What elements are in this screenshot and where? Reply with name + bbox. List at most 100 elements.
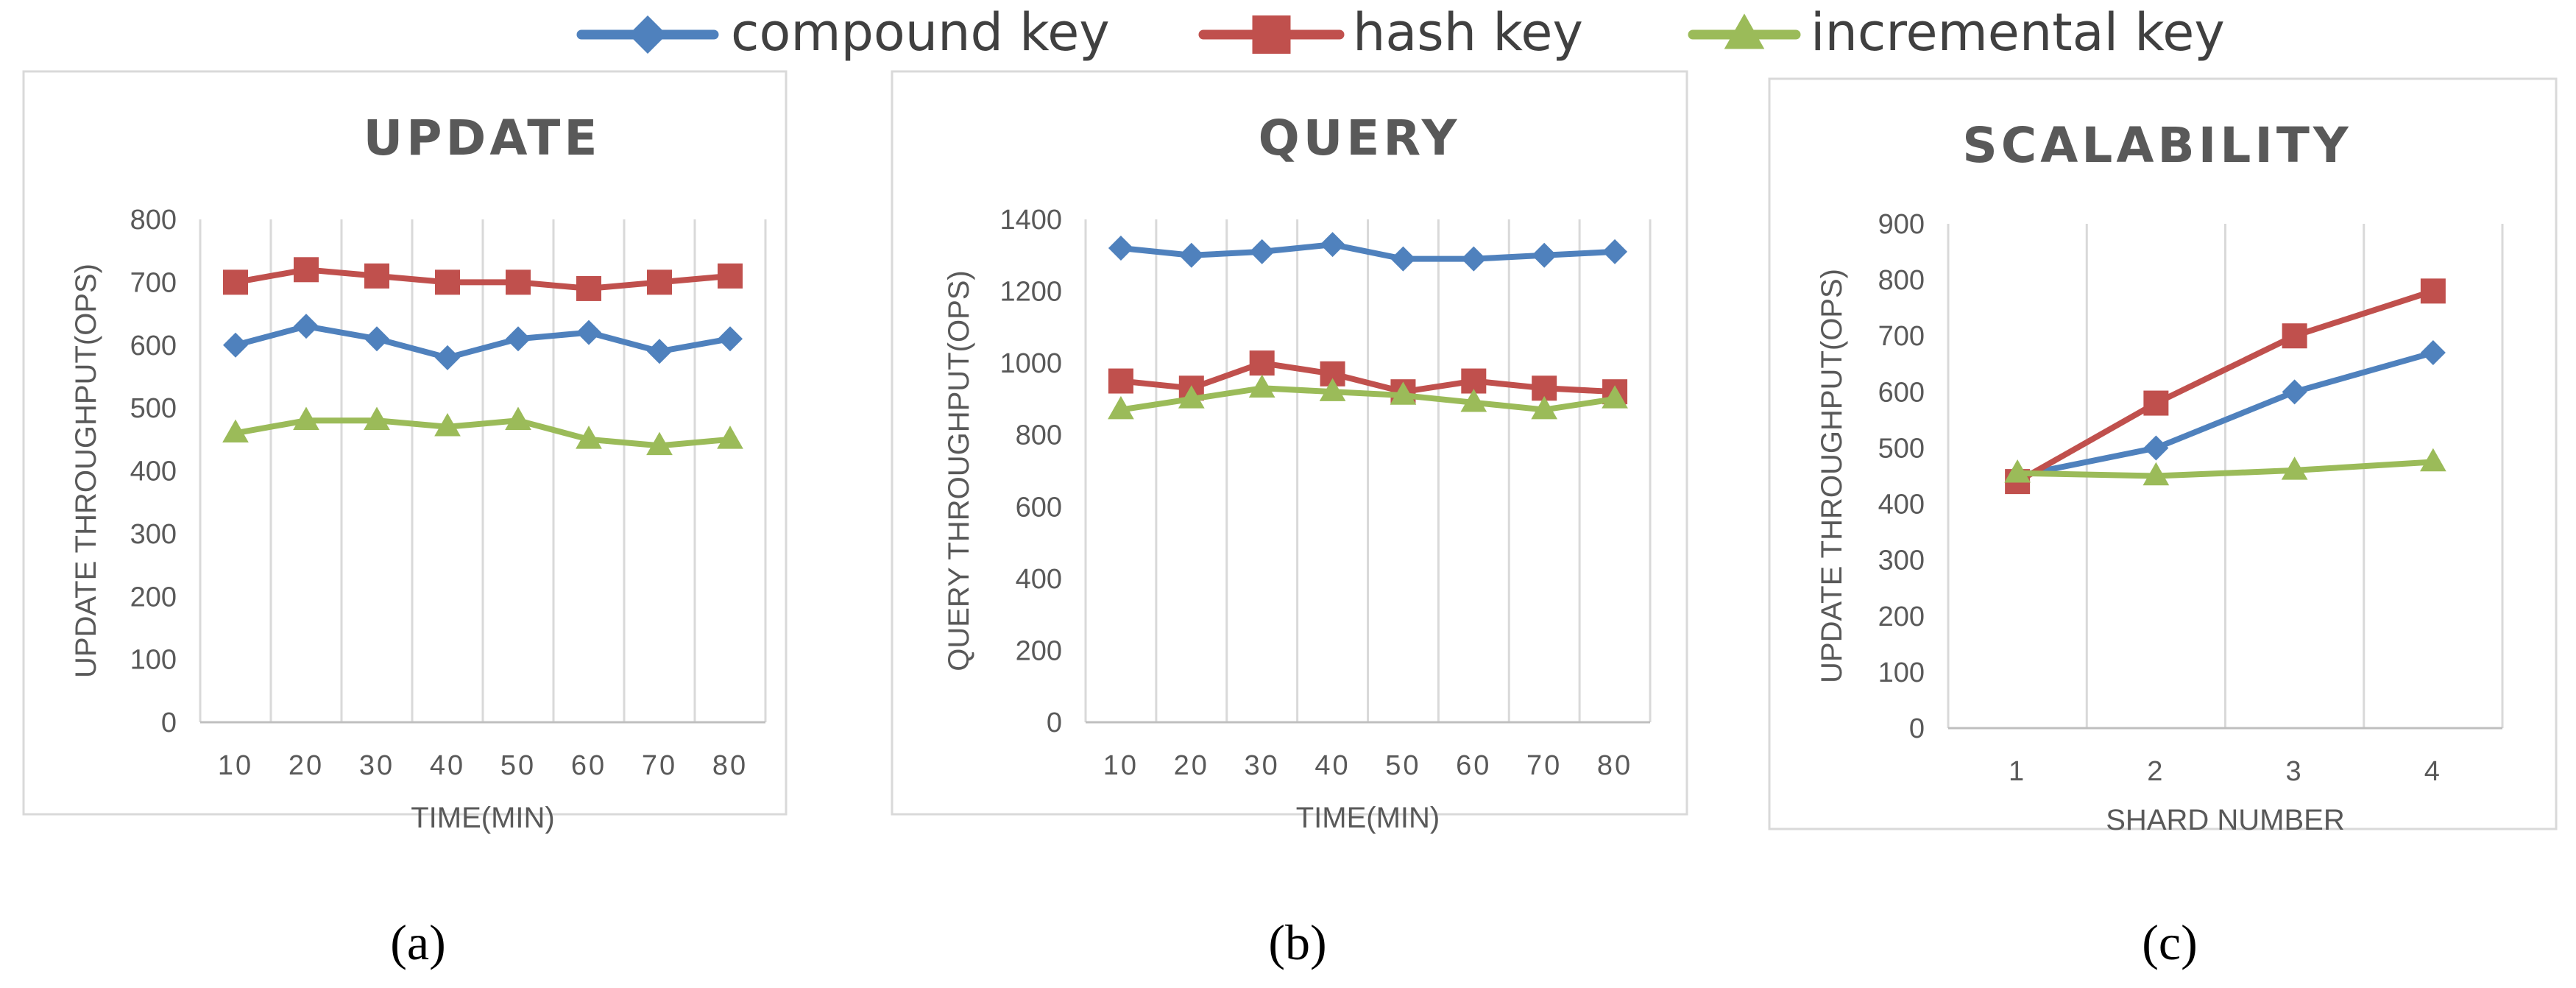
series-compound-key <box>1108 232 1628 272</box>
data-point <box>364 326 389 352</box>
y-tick-label: 100 <box>130 645 177 676</box>
series-line <box>235 417 731 449</box>
y-tick-label: 500 <box>1878 433 1925 464</box>
series-line <box>2016 288 2435 484</box>
y-tick-label: 400 <box>1878 490 1925 521</box>
legend-marker-diamond <box>629 15 667 54</box>
x-tick-label: 2 <box>2147 756 2165 787</box>
data-point <box>647 339 672 364</box>
y-tick-label: 600 <box>130 331 177 361</box>
data-point <box>293 406 319 430</box>
legend-item: compound key <box>576 2 1110 63</box>
legend-marker-square <box>1252 15 1291 54</box>
chart-frame <box>1768 77 2558 830</box>
chart-title: QUERY <box>1259 110 1461 166</box>
x-tick-label: 1 <box>2009 756 2026 787</box>
data-point <box>2281 456 2308 480</box>
legend-label: compound key <box>731 2 1110 63</box>
chart-scalability: 0 100 200 300 400 500 600 700 800 900 1 2 3 4 SCALABIL… <box>1768 77 2558 970</box>
y-tick-label: 400 <box>130 456 177 487</box>
legend-label: incremental key <box>1811 2 2225 63</box>
data-point <box>2282 323 2307 349</box>
data-point <box>435 269 460 295</box>
panel-caption: (a) <box>390 914 445 970</box>
chart-update: 0 100 200 300 400 500 600 700 800 10 20 30 40 50 60 70 8… <box>22 70 788 970</box>
series-incremental-key <box>2004 448 2446 486</box>
data-point <box>1248 374 1275 398</box>
y-axis-label: QUERY THROUGHPUT(OPS) <box>943 270 975 671</box>
data-point <box>1249 350 1275 376</box>
data-point <box>1249 239 1275 264</box>
x-tick-label: 40 <box>1314 750 1350 781</box>
data-point <box>1532 242 1557 268</box>
x-tick-label: 60 <box>571 750 606 781</box>
y-axis-label: UPDATE THROUGHPUT(OPS) <box>1816 269 1848 683</box>
data-point <box>2420 448 2446 472</box>
legend-marker-triangle <box>1724 13 1765 49</box>
y-tick-label: 800 <box>1878 265 1925 296</box>
series-incremental-key <box>1108 374 1628 420</box>
series-incremental-key <box>222 406 743 456</box>
series-hash-key <box>223 257 743 301</box>
data-point <box>223 332 248 358</box>
data-point <box>1108 236 1133 261</box>
data-point <box>1108 395 1134 420</box>
data-point <box>1178 242 1204 268</box>
series-line <box>2017 350 2434 479</box>
x-axis-label: TIME(MIN) <box>1296 802 1440 834</box>
data-point <box>364 263 389 289</box>
x-tick-label: 50 <box>1385 750 1420 781</box>
y-tick-label: 0 <box>161 708 177 738</box>
legend-item: incremental key <box>1688 2 2225 63</box>
data-point <box>2142 462 2170 486</box>
y-tick-label: 600 <box>1016 492 1062 523</box>
chart-query: 0 200 400 600 800 1000 1200 1400 10 20 30 40 50 60 70 8… <box>891 70 1688 970</box>
y-tick-label: 0 <box>1909 713 1925 744</box>
data-point <box>2004 459 2031 483</box>
data-point <box>2420 340 2446 366</box>
legend-label: hash key <box>1353 2 1583 63</box>
data-point <box>1461 246 1487 272</box>
data-point <box>1390 246 1416 272</box>
data-point <box>434 413 461 437</box>
y-tick-label: 1200 <box>999 277 1062 308</box>
series-line <box>1120 385 1616 413</box>
data-point <box>647 269 672 295</box>
data-point <box>2143 435 2169 461</box>
x-axis-label: TIME(MIN) <box>411 802 555 834</box>
data-point <box>506 269 531 295</box>
series-line <box>2017 459 2434 479</box>
y-tick-label: 200 <box>130 582 177 613</box>
data-point <box>576 426 602 449</box>
y-tick-label: 900 <box>1878 209 1925 240</box>
x-axis-label: SHARD NUMBER <box>2106 804 2344 836</box>
y-tick-label: 800 <box>130 205 177 236</box>
data-point <box>646 431 673 456</box>
x-tick-label: 50 <box>500 750 536 781</box>
data-point <box>1178 385 1205 409</box>
legend-item: hash key <box>1198 2 1583 63</box>
data-point <box>718 263 743 289</box>
y-tick-label: 500 <box>130 393 177 424</box>
series-hash-key <box>2005 278 2446 495</box>
panel-caption: (c) <box>2142 914 2197 970</box>
x-tick-label: 80 <box>712 750 748 781</box>
y-tick-label: 700 <box>1878 321 1925 352</box>
y-tick-label: 0 <box>1047 708 1062 738</box>
y-tick-label: 300 <box>1878 546 1925 576</box>
data-point <box>1320 232 1345 258</box>
x-tick-label: 30 <box>359 750 394 781</box>
x-tick-label: 60 <box>1456 750 1491 781</box>
y-tick-label: 600 <box>1878 377 1925 408</box>
x-tick-label: 20 <box>1174 750 1209 781</box>
y-tick-label: 800 <box>1016 420 1062 451</box>
data-point <box>576 275 601 301</box>
x-tick-label: 20 <box>289 750 324 781</box>
x-tick-label: 80 <box>1597 750 1632 781</box>
chart-title: SCALABILITY <box>1962 117 2352 174</box>
x-tick-label: 40 <box>430 750 465 781</box>
y-tick-label: 200 <box>1878 601 1925 632</box>
data-point <box>718 326 743 352</box>
x-tick-label: 4 <box>2424 756 2442 787</box>
